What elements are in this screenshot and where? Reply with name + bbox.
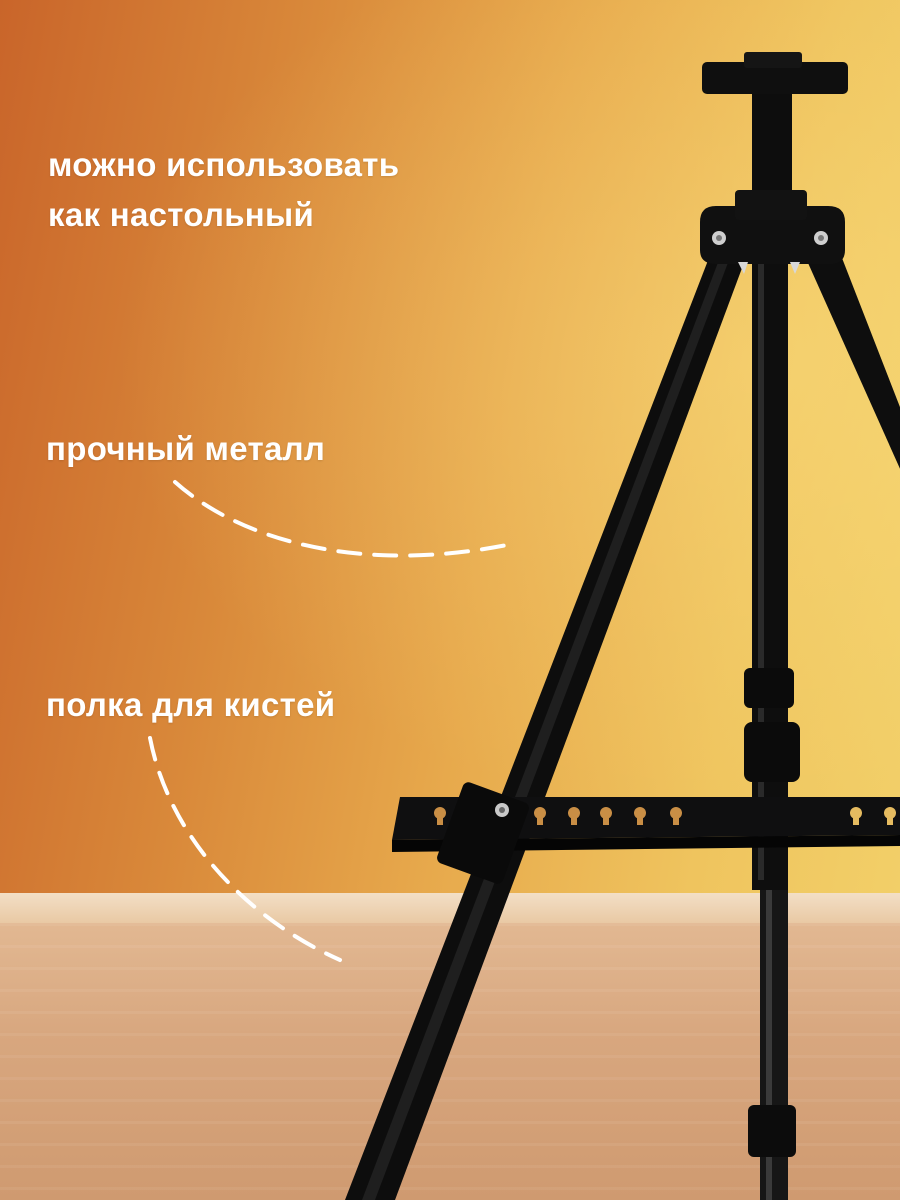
easel-top-clamp xyxy=(702,62,848,94)
caption-desktop-use: можно использовать как настольный xyxy=(48,146,400,233)
baseboard xyxy=(0,893,900,923)
callout-dash-shelf xyxy=(148,736,342,962)
easel-leg-clamp xyxy=(748,1105,796,1157)
caption-brush-shelf: полка для кистей xyxy=(46,686,336,723)
easel-center-leg-upper xyxy=(752,250,788,890)
easel-right-leg xyxy=(800,240,900,469)
caption-durable-metal: прочный металл xyxy=(46,430,326,467)
easel-hinge-block xyxy=(700,206,845,264)
callout-dash-metal xyxy=(173,480,514,558)
